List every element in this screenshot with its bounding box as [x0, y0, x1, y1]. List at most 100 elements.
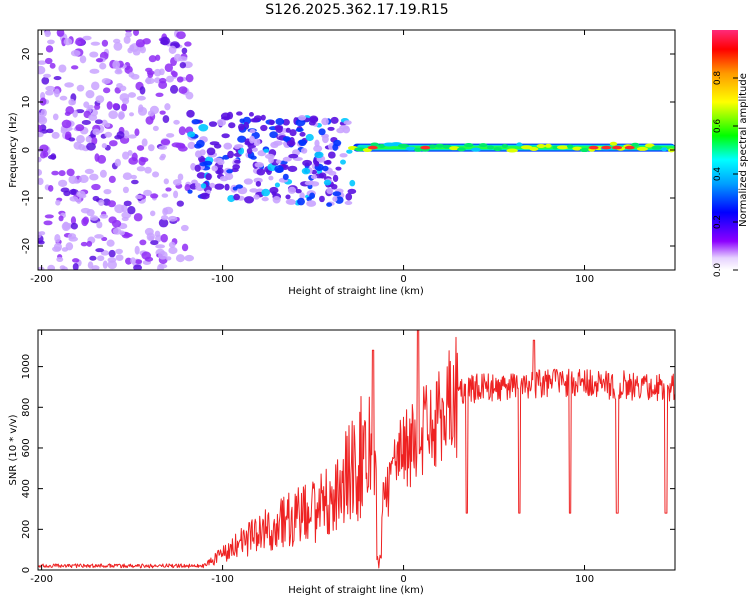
colorbar-tick-label: 0.6	[713, 119, 723, 134]
heatmap-blob	[327, 151, 336, 159]
heatmap-blob	[95, 95, 105, 104]
heatmap-blob	[282, 156, 292, 162]
trace-blob	[405, 146, 416, 151]
snr-x-ticks: -200 -100 0 100	[30, 330, 594, 585]
heatmap-blob	[310, 174, 318, 180]
heatmap-blob	[220, 112, 231, 120]
heatmap-blob	[172, 179, 182, 186]
heatmap-blob	[331, 183, 338, 190]
colorbar-gradient	[712, 30, 738, 270]
heatmap-blob	[70, 188, 77, 195]
chart-title: S126.2025.362.17.19.R15	[265, 2, 448, 18]
heatmap-blob	[190, 162, 197, 171]
heatmap-blob	[297, 197, 305, 206]
heatmap-blob	[160, 215, 169, 221]
heatmap-blob	[322, 165, 329, 172]
heatmap-blob	[58, 179, 68, 187]
heatmap-blob	[206, 147, 216, 156]
heatmap-blob	[65, 106, 75, 115]
heatmap-blob	[123, 130, 130, 139]
heatmap-blob	[169, 84, 179, 94]
heatmap-blob	[136, 166, 146, 172]
heatmap-blob	[140, 157, 149, 163]
trace-blob	[486, 145, 494, 150]
colorbar: 0.0 0.2 0.4 0.6 0.8 Normalized spectral ampl…	[712, 30, 749, 277]
heatmap-blob	[144, 227, 154, 236]
trace-blob	[661, 147, 668, 152]
heatmap-blob	[165, 133, 175, 138]
heatmap-blob	[275, 125, 283, 134]
heatmap-blob	[219, 175, 229, 182]
heatmap-blob	[199, 192, 210, 200]
heatmap-blob	[305, 133, 314, 142]
trace-blob	[470, 147, 482, 152]
heatmap-blob	[180, 224, 189, 232]
trace-blob	[572, 146, 583, 151]
heatmap-blob	[322, 135, 329, 144]
heatmap-blob	[309, 192, 316, 199]
y-tick-label: -20	[21, 238, 32, 254]
heatmap-blob	[38, 60, 47, 65]
heatmap-blob	[45, 85, 55, 91]
heatmap-blob	[123, 35, 131, 44]
heatmap-blob	[160, 233, 168, 243]
heatmap-blob	[103, 189, 112, 195]
colorbar-label: Normalized spectral amplitude	[738, 73, 749, 227]
heatmap-blob	[44, 30, 51, 38]
heatmap-blob	[205, 189, 212, 195]
heatmap-blob	[58, 215, 64, 222]
heatmap-blob	[159, 155, 166, 161]
heatmap-blob	[133, 213, 143, 222]
heatmap-blob	[191, 118, 201, 125]
heatmap-blob	[89, 173, 99, 181]
heatmap-blob	[121, 211, 132, 219]
heatmap-blob	[129, 44, 135, 51]
heatmap-blob	[80, 241, 88, 247]
heatmap-blob	[47, 154, 57, 160]
trace-blob	[493, 147, 502, 152]
heatmap-blob	[114, 204, 125, 214]
heatmap-blob	[346, 149, 353, 154]
heatmap-blob	[249, 188, 259, 193]
trace-blob	[435, 143, 445, 148]
heatmap-blob	[173, 190, 179, 199]
heatmap-blob	[87, 261, 94, 269]
heatmap-blob	[214, 183, 225, 190]
heatmap-blob	[136, 95, 146, 101]
heatmap-blob	[253, 194, 260, 200]
heatmap-blob	[158, 250, 168, 260]
y-tick-label: 1000	[21, 354, 32, 379]
heatmap-blob	[70, 50, 81, 57]
heatmap-blob	[314, 151, 324, 159]
trace-blob	[463, 143, 474, 148]
heatmap-blob	[76, 190, 86, 198]
heatmap-blob	[155, 92, 164, 97]
heatmap-blob	[243, 178, 253, 185]
heatmap-blob	[75, 37, 85, 47]
heatmap-blob	[173, 53, 182, 62]
heatmap-blob	[145, 67, 153, 73]
heatmap-blob	[88, 114, 98, 121]
heatmap-blob	[45, 90, 54, 96]
heatmap-blob	[51, 170, 59, 176]
heatmap-blob	[41, 76, 50, 85]
trace-blob	[644, 143, 655, 148]
heatmap-blob	[311, 169, 318, 175]
heatmap-blob	[233, 144, 241, 150]
heatmap-blob	[200, 183, 207, 189]
heatmap-blob	[198, 124, 209, 132]
heatmap-blob	[160, 36, 170, 46]
heatmap-blob	[314, 160, 320, 167]
heatmap-blob	[285, 194, 291, 200]
x-tick-label: -200	[30, 574, 53, 585]
heatmap-blob	[128, 157, 139, 165]
heatmap-blob	[47, 264, 56, 270]
heatmap-blob	[108, 110, 119, 119]
heatmap-blob	[167, 215, 178, 222]
heatmap-blob	[64, 82, 74, 88]
heatmap-blob	[78, 174, 89, 184]
heatmap-blob	[38, 65, 46, 75]
heatmap-blob	[127, 149, 133, 156]
trace-hotspot	[420, 145, 431, 150]
heatmap-blob	[145, 116, 154, 125]
